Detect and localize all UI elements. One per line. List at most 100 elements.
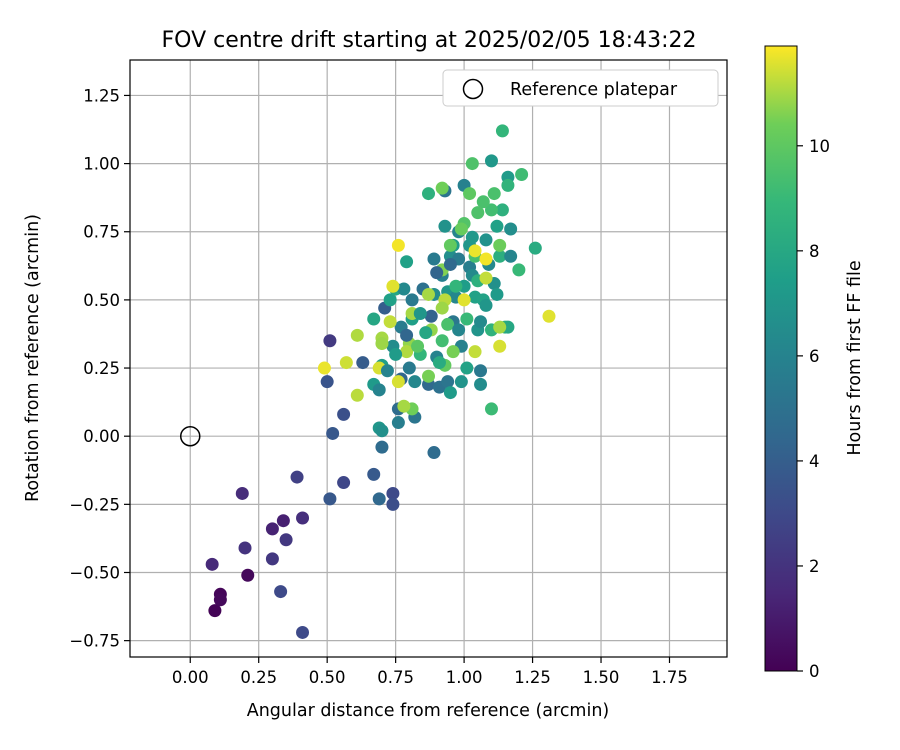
y-axis-label: Rotation from reference (arcmin) bbox=[23, 214, 43, 502]
data-point bbox=[419, 326, 433, 340]
data-point bbox=[465, 157, 479, 171]
legend-box bbox=[442, 69, 719, 107]
y-tick-label: −0.25 bbox=[69, 495, 120, 514]
plot-frame bbox=[129, 59, 728, 658]
data-point bbox=[452, 323, 466, 337]
data-point bbox=[400, 255, 414, 269]
data-point bbox=[372, 492, 386, 506]
colorbar-tick-label: 8 bbox=[809, 242, 820, 261]
data-point bbox=[457, 293, 471, 307]
data-point bbox=[493, 339, 507, 353]
data-point bbox=[474, 377, 488, 391]
data-point bbox=[235, 486, 249, 500]
data-point bbox=[454, 222, 468, 236]
data-point bbox=[515, 167, 529, 181]
data-point bbox=[504, 249, 518, 263]
data-point bbox=[504, 222, 518, 236]
data-point bbox=[400, 345, 414, 359]
data-point bbox=[495, 124, 509, 138]
data-point bbox=[408, 375, 422, 389]
x-tick-label: 0.75 bbox=[377, 668, 414, 687]
data-point bbox=[238, 541, 252, 555]
data-point bbox=[441, 375, 455, 389]
data-point bbox=[454, 375, 468, 389]
data-point bbox=[449, 279, 463, 293]
data-point bbox=[274, 585, 288, 599]
data-point bbox=[435, 301, 449, 315]
y-axis-ticks: −0.75 −0.50 −0.25 0.00 0.25 0.50 0.75 1.00 1.25 bbox=[69, 86, 130, 651]
legend-marker bbox=[462, 78, 484, 100]
data-point bbox=[435, 181, 449, 195]
data-point bbox=[468, 345, 482, 359]
data-point bbox=[279, 533, 293, 547]
data-point bbox=[435, 334, 449, 348]
data-point bbox=[386, 279, 400, 293]
colorbar-tick-label: 2 bbox=[809, 557, 820, 576]
y-tick-label: 0.50 bbox=[83, 291, 120, 310]
data-point bbox=[493, 249, 507, 263]
x-axis-label: Angular distance from reference (arcmin) bbox=[247, 701, 610, 721]
data-point bbox=[443, 257, 457, 271]
data-point bbox=[405, 293, 419, 307]
data-point bbox=[320, 375, 334, 389]
data-point bbox=[468, 244, 482, 258]
data-point bbox=[317, 361, 331, 375]
chart-title: FOV centre drift starting at 2025/02/05 … bbox=[162, 28, 697, 53]
data-point bbox=[427, 446, 441, 460]
data-point bbox=[290, 470, 304, 484]
y-tick-label: −0.75 bbox=[69, 632, 120, 651]
x-tick-label: 1.25 bbox=[514, 668, 551, 687]
data-point bbox=[383, 293, 397, 307]
data-point bbox=[397, 399, 411, 413]
data-point bbox=[441, 317, 455, 331]
data-point bbox=[296, 511, 310, 525]
data-point bbox=[484, 154, 498, 168]
colorbar-tick-label: 6 bbox=[809, 347, 820, 366]
data-point bbox=[367, 312, 381, 326]
data-point bbox=[474, 315, 488, 329]
data-point bbox=[397, 282, 411, 296]
colorbar-ticks: 0 2 4 6 8 10 bbox=[797, 137, 830, 681]
colorbar: 0 2 4 6 8 10 Hours from first FF file bbox=[764, 45, 865, 681]
y-tick-label: 0.25 bbox=[83, 359, 120, 378]
data-point bbox=[375, 440, 389, 454]
data-point bbox=[208, 604, 222, 618]
data-point bbox=[493, 238, 507, 252]
data-point bbox=[337, 476, 351, 490]
legend: Reference platepar bbox=[442, 69, 719, 107]
x-tick-label: 1.00 bbox=[446, 668, 483, 687]
data-point bbox=[479, 271, 493, 285]
data-point bbox=[471, 206, 485, 220]
y-tick-label: 1.00 bbox=[83, 155, 120, 174]
data-point bbox=[490, 287, 504, 301]
data-point bbox=[424, 309, 438, 323]
data-point bbox=[490, 219, 504, 233]
data-point bbox=[422, 187, 435, 201]
data-point bbox=[474, 364, 488, 378]
x-tick-label: 0.50 bbox=[309, 668, 346, 687]
data-point bbox=[443, 386, 457, 400]
data-point bbox=[495, 203, 509, 217]
data-point bbox=[422, 369, 435, 383]
data-point bbox=[528, 241, 542, 255]
data-point bbox=[446, 345, 460, 359]
y-tick-label: 0.00 bbox=[83, 427, 120, 446]
x-axis-ticks: 0.00 0.25 0.50 0.75 1.00 1.25 1.50 1.75 bbox=[172, 657, 688, 687]
data-point bbox=[512, 263, 526, 277]
grid bbox=[130, 60, 727, 657]
data-point bbox=[484, 203, 498, 217]
data-point bbox=[323, 334, 337, 348]
data-point bbox=[493, 320, 507, 334]
y-tick-label: 1.25 bbox=[83, 86, 120, 105]
data-point bbox=[350, 388, 364, 402]
data-point bbox=[484, 402, 498, 416]
data-point bbox=[479, 233, 493, 247]
data-point bbox=[276, 514, 290, 528]
data-point bbox=[501, 178, 515, 192]
data-point bbox=[427, 252, 441, 266]
data-point bbox=[402, 361, 416, 375]
data-point bbox=[479, 298, 493, 312]
data-point bbox=[205, 557, 219, 571]
data-point bbox=[296, 625, 310, 639]
